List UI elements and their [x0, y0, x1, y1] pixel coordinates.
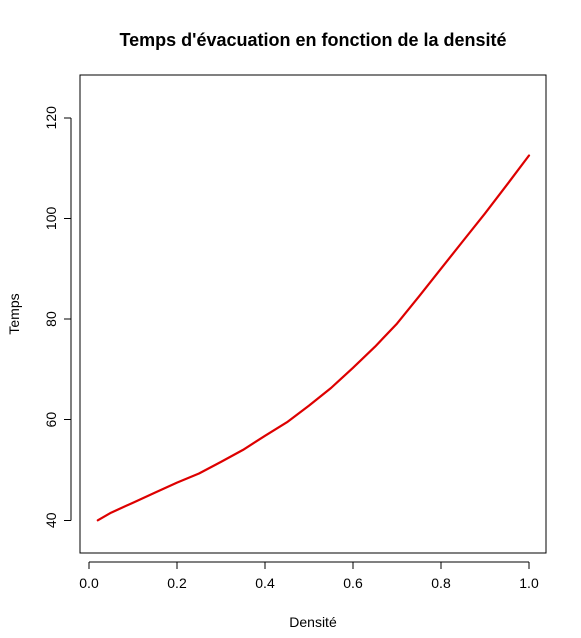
plot-area [80, 75, 546, 553]
chart-title: Temps d'évacuation en fonction de la den… [119, 30, 506, 50]
y-tick-label: 40 [43, 512, 59, 528]
x-axis: 0.0 0.2 0.4 0.6 0.8 1.0 [79, 562, 539, 591]
x-tick-label: 0.6 [343, 575, 363, 591]
x-tick-label: 0.4 [255, 575, 275, 591]
y-axis: 40 60 80 100 120 [43, 106, 71, 528]
y-tick-label: 100 [43, 207, 59, 231]
series-layer [98, 156, 529, 521]
x-axis-label: Densité [289, 614, 337, 630]
x-tick-label: 0.8 [431, 575, 451, 591]
series-line [98, 156, 529, 521]
y-axis-label: Temps [6, 293, 22, 334]
y-tick-label: 120 [43, 106, 59, 130]
x-tick-label: 0.0 [79, 575, 99, 591]
x-tick-label: 0.2 [167, 575, 187, 591]
y-tick-label: 80 [43, 311, 59, 327]
y-tick-label: 60 [43, 412, 59, 428]
x-tick-label: 1.0 [519, 575, 539, 591]
